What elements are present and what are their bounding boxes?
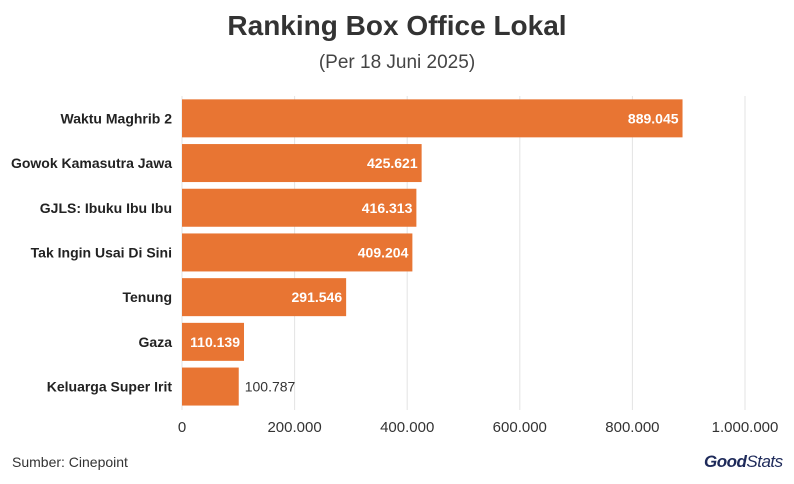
category-label: Keluarga Super Irit [47,379,173,395]
category-label: Waktu Maghrib 2 [61,110,173,126]
x-tick-label: 800.000 [605,419,659,436]
data-label: 889.045 [628,110,679,126]
bar [182,144,422,183]
category-label: Tenung [122,289,172,305]
chart-title: Ranking Box Office Lokal [227,10,567,41]
x-tick-label: 400.000 [380,419,434,436]
x-tick-label: 200.000 [267,419,321,436]
bar [182,233,413,272]
x-tick-label: 600.000 [493,419,547,436]
bar [182,367,239,406]
data-label: 416.313 [362,200,413,216]
x-tick-label: 1.000.000 [712,419,779,436]
data-label: 409.204 [358,244,409,260]
goodstats-logo: GoodStats [704,452,783,472]
data-label: 425.621 [367,155,418,171]
bar [182,99,683,138]
bar [182,322,245,361]
x-tick-label: 0 [178,419,186,436]
bar [182,188,417,227]
category-label: Tak Ingin Usai Di Sini [31,244,172,260]
category-label: GJLS: Ibuku Ibu Ibu [40,200,172,216]
category-label: Gaza [139,334,173,350]
bar [182,278,347,317]
source-note: Sumber: Cinepoint [12,454,128,470]
logo-thin-text: Stats [746,452,783,471]
logo-bold-text: Good [704,452,747,471]
data-label: 110.139 [190,334,240,350]
data-label: 100.787 [245,379,296,395]
chart-subtitle: (Per 18 Juni 2025) [318,52,476,73]
data-label: 291.546 [292,289,343,305]
category-label: Gowok Kamasutra Jawa [11,155,172,171]
